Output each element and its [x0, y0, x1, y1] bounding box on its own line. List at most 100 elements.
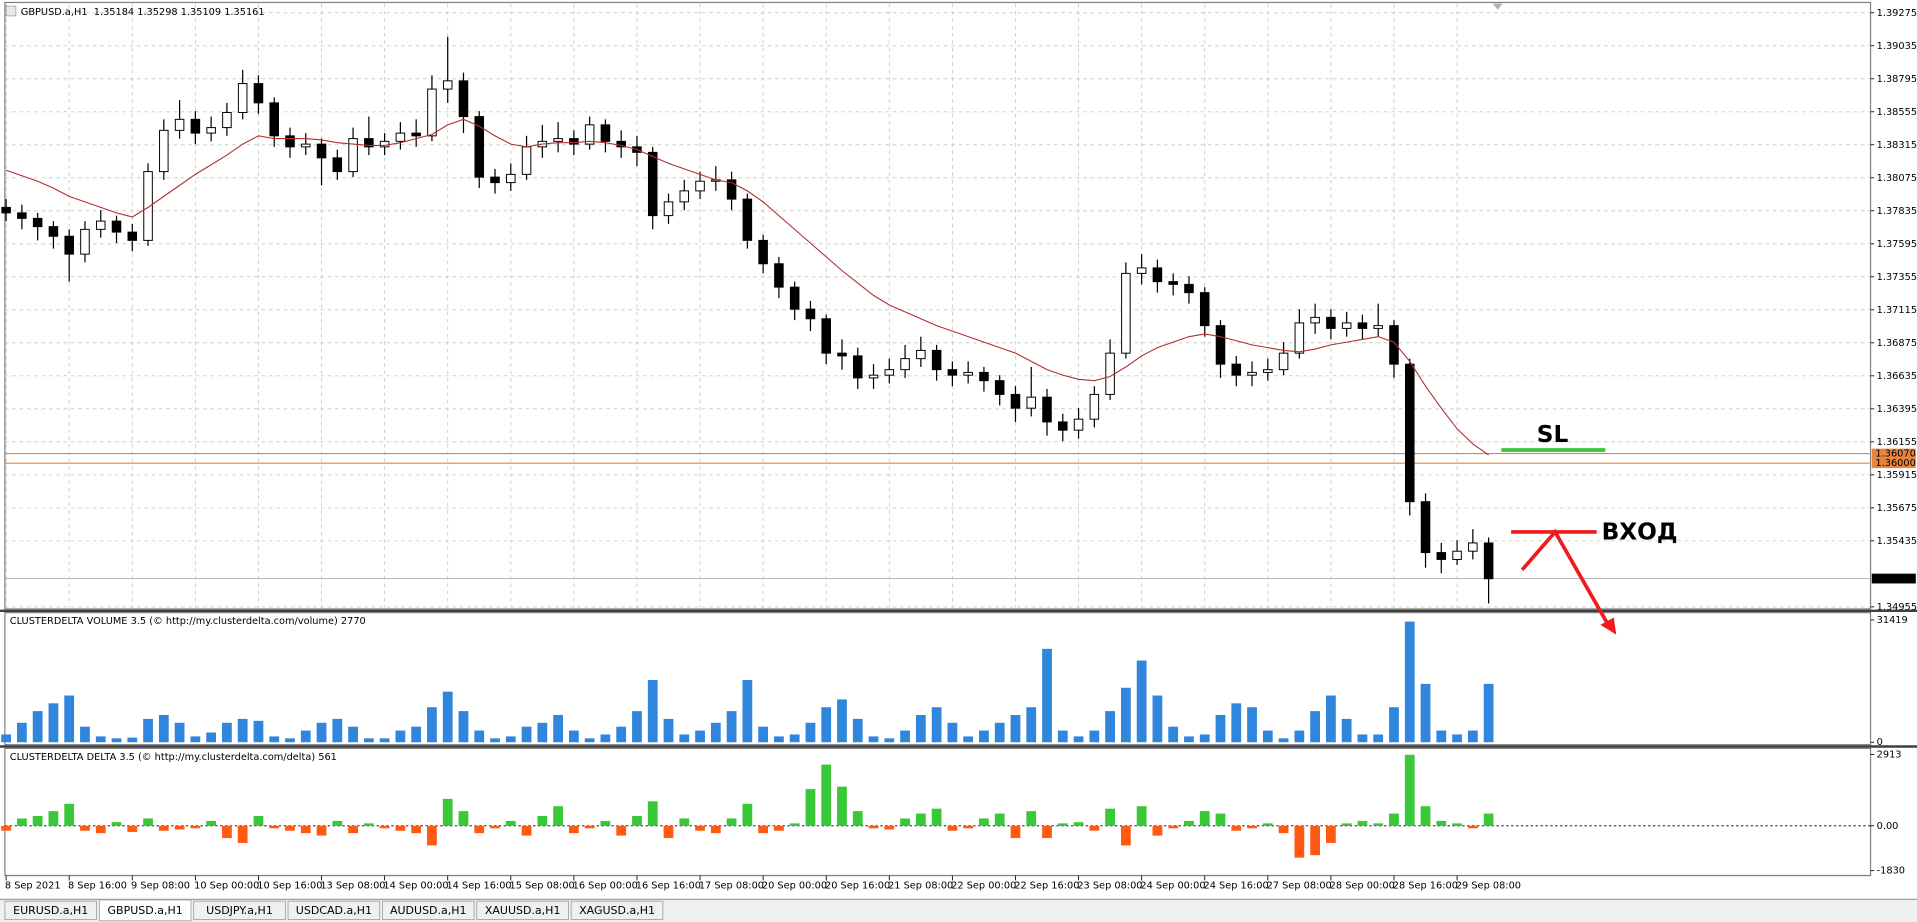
candle-body: [647, 151, 658, 217]
candle-body: [506, 173, 516, 184]
bar: [64, 695, 75, 743]
tab-label[interactable]: USDJPY.a,H1: [206, 904, 273, 917]
price-panel: [4, 1, 1872, 610]
plot-layer: 1.39275 1.39035 1.38795 1.38555 1.38315 1.380…: [1, 3, 1917, 891]
bar: [600, 734, 611, 743]
tab[interactable]: [193, 900, 286, 920]
bar: [1326, 825, 1336, 843]
bar: [1483, 683, 1494, 743]
bar: [1215, 715, 1226, 743]
bar: [1436, 730, 1447, 743]
bar: [884, 738, 895, 743]
x-tick-label: 20 Sep 00:00: [762, 880, 827, 891]
entry-arrow: [1520, 528, 1611, 627]
bar: [253, 720, 264, 743]
candle-body: [237, 83, 248, 113]
candle-body: [931, 349, 942, 371]
bar: [947, 722, 958, 743]
bar: [742, 679, 753, 743]
bar: [1199, 811, 1210, 826]
candle-body: [1042, 396, 1052, 423]
bar: [789, 823, 800, 826]
y-tick-label: 1.37835: [1877, 206, 1917, 217]
candle-body: [742, 198, 753, 241]
bar: [111, 738, 122, 743]
tab-label[interactable]: XAUUSD.a,H1: [485, 904, 561, 917]
candle-body: [1199, 292, 1210, 327]
y-tick-label: 1.38315: [1877, 140, 1917, 151]
candle-body: [1121, 272, 1131, 354]
bar: [348, 825, 358, 834]
bar: [553, 715, 563, 743]
bar: [427, 707, 437, 743]
bar: [379, 738, 390, 743]
candle-body: [1452, 550, 1462, 560]
candle-body: [458, 80, 469, 118]
candle-body: [17, 212, 27, 219]
candle-body: [553, 138, 563, 142]
bar: [900, 730, 910, 743]
bar: [158, 825, 169, 831]
tab[interactable]: [381, 900, 475, 920]
bar: [1199, 734, 1210, 743]
tab[interactable]: [287, 900, 381, 920]
candle-body: [521, 146, 532, 175]
x-tick-label: 14 Sep 00:00: [383, 880, 448, 891]
tab-label[interactable]: AUDUSD.a,H1: [390, 904, 467, 917]
y-tick-label: 1.37115: [1877, 305, 1917, 316]
y-tick-label: 1.35675: [1877, 503, 1917, 514]
candle-body: [1152, 267, 1163, 283]
candle-body: [127, 231, 138, 241]
candle-body: [1389, 325, 1399, 365]
level-price-label: 1.36070: [1875, 449, 1915, 460]
candle-body: [837, 352, 847, 357]
tab[interactable]: [476, 900, 569, 920]
bar: [395, 730, 406, 743]
bar: [300, 825, 311, 834]
bar: [206, 820, 217, 826]
x-tick-label: 15 Sep 08:00: [510, 880, 575, 891]
level-price-label: 1.36000: [1875, 458, 1915, 469]
bar: [963, 736, 974, 743]
bar: [158, 715, 169, 743]
candle-body: [348, 138, 358, 173]
bar: [915, 715, 926, 743]
y-tick-label: 31419: [1877, 615, 1908, 626]
bar: [348, 726, 358, 743]
x-tick-label: 21 Sep 08:00: [888, 880, 953, 891]
bar: [48, 703, 59, 743]
bar: [174, 825, 185, 830]
x-tick-label: 9 Sep 08:00: [131, 880, 190, 891]
bar: [584, 825, 595, 829]
tab-label[interactable]: XAGUSD.a,H1: [579, 904, 655, 917]
x-tick-label: 8 Sep 16:00: [68, 880, 127, 891]
candle-body: [1483, 542, 1494, 580]
candle-body: [1294, 322, 1305, 354]
candle-body: [726, 179, 737, 200]
candle-body: [947, 369, 958, 376]
bar: [222, 722, 232, 743]
bar: [994, 722, 1005, 743]
bar: [884, 825, 895, 830]
bar: [1326, 695, 1336, 743]
tab-label[interactable]: GBPUSD.a,H1: [108, 904, 183, 917]
candle-body: [1436, 552, 1447, 560]
tab[interactable]: [98, 899, 192, 922]
x-tick-label: 13 Sep 08:00: [320, 880, 385, 891]
bar: [237, 825, 248, 843]
bar: [222, 825, 232, 839]
sl-label: SL: [1537, 421, 1569, 448]
tab-label[interactable]: EURUSD.a,H1: [13, 904, 88, 917]
bar: [1341, 823, 1352, 826]
bar: [616, 825, 627, 836]
bar: [127, 737, 138, 743]
bar: [915, 813, 926, 826]
tab[interactable]: [4, 900, 98, 920]
y-tick-label: 1.39275: [1877, 8, 1917, 19]
bar: [568, 730, 579, 743]
tab-label[interactable]: USDCAD.a,H1: [296, 904, 372, 917]
tab[interactable]: [570, 900, 664, 920]
bar: [32, 816, 43, 826]
bar: [95, 825, 106, 834]
bar: [963, 825, 974, 829]
